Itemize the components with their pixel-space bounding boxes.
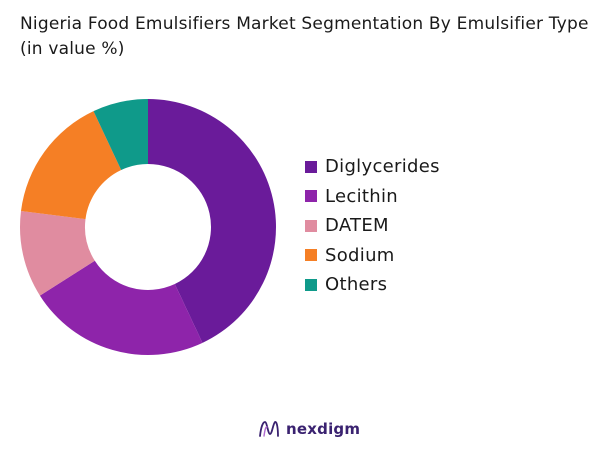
- chart-title: Nigeria Food Emulsifiers Market Segmenta…: [20, 14, 589, 59]
- legend-swatch: [305, 278, 317, 291]
- legend-item-diglycerides: Diglycerides: [305, 152, 440, 182]
- legend-swatch: [305, 249, 317, 262]
- legend-item-lecithin: Lecithin: [305, 182, 440, 212]
- slice-sodium: [21, 111, 122, 220]
- brand-logo: nexdigm: [258, 419, 360, 439]
- legend-label: DATEM: [325, 215, 389, 237]
- legend-label: Diglycerides: [325, 156, 440, 178]
- legend-item-datem: DATEM: [305, 211, 440, 241]
- brand-name: nexdigm: [286, 420, 361, 438]
- slice-lecithin: [39, 260, 203, 356]
- legend-swatch: [305, 190, 317, 203]
- legend-label: Others: [325, 274, 388, 296]
- legend-item-others: Others: [305, 270, 440, 300]
- legend-swatch: [305, 219, 317, 232]
- legend-swatch: [305, 160, 317, 173]
- slice-datem: [19, 210, 95, 296]
- chart-legend: Diglycerides Lecithin DATEM Sodium Others: [305, 152, 440, 300]
- legend-item-sodium: Sodium: [305, 241, 440, 271]
- legend-label: Sodium: [325, 244, 395, 266]
- nexdigm-logo-icon: [259, 421, 279, 437]
- slice-diglycerides: [148, 99, 276, 343]
- legend-label: Lecithin: [325, 185, 398, 207]
- slice-others: [93, 99, 148, 170]
